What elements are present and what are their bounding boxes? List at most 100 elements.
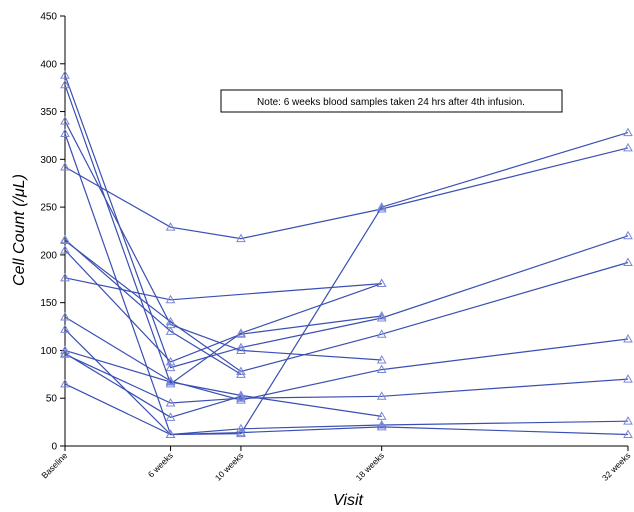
data-point bbox=[165, 294, 176, 304]
data-point bbox=[60, 245, 70, 254]
series-15 bbox=[60, 378, 633, 439]
data-point bbox=[376, 411, 387, 420]
data-point bbox=[376, 364, 387, 374]
series-13 bbox=[60, 349, 633, 407]
y-tick-label: 50 bbox=[46, 394, 58, 405]
series-1 bbox=[60, 142, 633, 243]
annotation-frame bbox=[220, 89, 563, 113]
x-tick-label: 10 weeks bbox=[213, 450, 245, 482]
data-point bbox=[236, 366, 246, 375]
data-point bbox=[623, 429, 633, 439]
data-point bbox=[60, 311, 70, 321]
y-axis-title: Cell Count (/μL) bbox=[11, 174, 28, 286]
data-point bbox=[60, 128, 70, 138]
data-point bbox=[165, 356, 176, 366]
series-line bbox=[64, 240, 629, 373]
series-line bbox=[64, 277, 382, 301]
series-line bbox=[64, 84, 382, 385]
x-axis-title: Visit bbox=[333, 492, 363, 509]
y-tick-label: 450 bbox=[40, 12, 57, 23]
series-line bbox=[64, 383, 629, 436]
series-4 bbox=[60, 116, 387, 364]
annotation-box: Note: 6 weeks blood samples taken 24 hrs… bbox=[220, 89, 563, 113]
data-point bbox=[376, 311, 387, 320]
data-point bbox=[165, 376, 176, 386]
data-point bbox=[165, 326, 176, 335]
series-5 bbox=[60, 127, 633, 439]
series-line bbox=[64, 147, 629, 240]
data-point bbox=[376, 391, 387, 400]
series-line bbox=[64, 74, 629, 369]
series-line bbox=[64, 349, 382, 417]
y-tick-label: 350 bbox=[40, 107, 57, 118]
data-point bbox=[60, 324, 70, 333]
data-point bbox=[623, 416, 633, 425]
data-point bbox=[165, 412, 176, 421]
series-line bbox=[64, 328, 629, 436]
data-point bbox=[376, 421, 387, 431]
x-tick-label: 6 weeks bbox=[146, 450, 175, 479]
y-tick-label: 0 bbox=[51, 442, 57, 453]
series-8 bbox=[60, 245, 387, 366]
y-tick-label: 100 bbox=[40, 346, 57, 357]
series-11 bbox=[60, 324, 633, 439]
data-point bbox=[236, 427, 246, 437]
series-2 bbox=[60, 70, 633, 372]
data-point bbox=[165, 429, 176, 439]
data-point bbox=[376, 419, 387, 429]
data-point bbox=[236, 393, 246, 402]
data-point bbox=[60, 161, 70, 171]
data-point bbox=[623, 257, 633, 267]
series-6 bbox=[60, 235, 633, 375]
data-point bbox=[236, 391, 246, 400]
x-tick-label: Baseline bbox=[39, 450, 69, 480]
data-point bbox=[376, 312, 387, 322]
x-tick-label: 32 weeks bbox=[600, 450, 632, 482]
y-tick-label: 150 bbox=[40, 298, 57, 309]
data-point bbox=[165, 362, 176, 372]
x-tick-label: 18 weeks bbox=[354, 450, 386, 482]
series-line bbox=[64, 249, 382, 363]
data-point bbox=[376, 278, 387, 288]
series-layer bbox=[60, 70, 633, 439]
data-point bbox=[60, 79, 70, 89]
axes: 0 50 100 150 200 250 300 350 400 450 Baseline 6 wee… bbox=[39, 12, 632, 483]
y-tick-label: 250 bbox=[40, 203, 57, 214]
y-tick-label: 200 bbox=[40, 250, 57, 261]
series-line bbox=[64, 352, 242, 418]
data-point bbox=[376, 354, 387, 364]
data-point bbox=[236, 423, 246, 433]
series-line bbox=[64, 239, 242, 375]
series-line bbox=[64, 316, 629, 401]
data-point bbox=[376, 202, 387, 211]
y-tick-label: 300 bbox=[40, 155, 57, 166]
data-point bbox=[60, 272, 70, 282]
annotation-text: Note: 6 weeks blood samples taken 24 hrs… bbox=[257, 97, 525, 108]
data-point bbox=[60, 70, 70, 79]
data-point bbox=[623, 230, 633, 240]
data-point bbox=[165, 378, 176, 388]
data-point bbox=[60, 378, 70, 388]
data-point bbox=[376, 329, 387, 338]
data-point bbox=[376, 278, 387, 288]
series-line bbox=[64, 353, 629, 404]
data-point bbox=[165, 222, 176, 231]
data-point bbox=[236, 233, 246, 243]
series-7 bbox=[60, 234, 246, 378]
data-point bbox=[376, 204, 387, 213]
data-point bbox=[623, 142, 633, 152]
data-point bbox=[236, 329, 246, 338]
data-point bbox=[165, 316, 176, 326]
series-14 bbox=[60, 348, 246, 421]
data-point bbox=[623, 374, 633, 383]
data-point bbox=[623, 333, 633, 343]
data-point bbox=[60, 348, 70, 357]
data-point bbox=[623, 127, 633, 137]
data-point bbox=[236, 369, 246, 378]
data-point bbox=[236, 345, 246, 354]
data-point bbox=[60, 234, 70, 244]
data-point bbox=[165, 397, 176, 407]
y-tick-label: 400 bbox=[40, 59, 57, 70]
data-point bbox=[60, 116, 70, 125]
series-line bbox=[64, 132, 629, 436]
